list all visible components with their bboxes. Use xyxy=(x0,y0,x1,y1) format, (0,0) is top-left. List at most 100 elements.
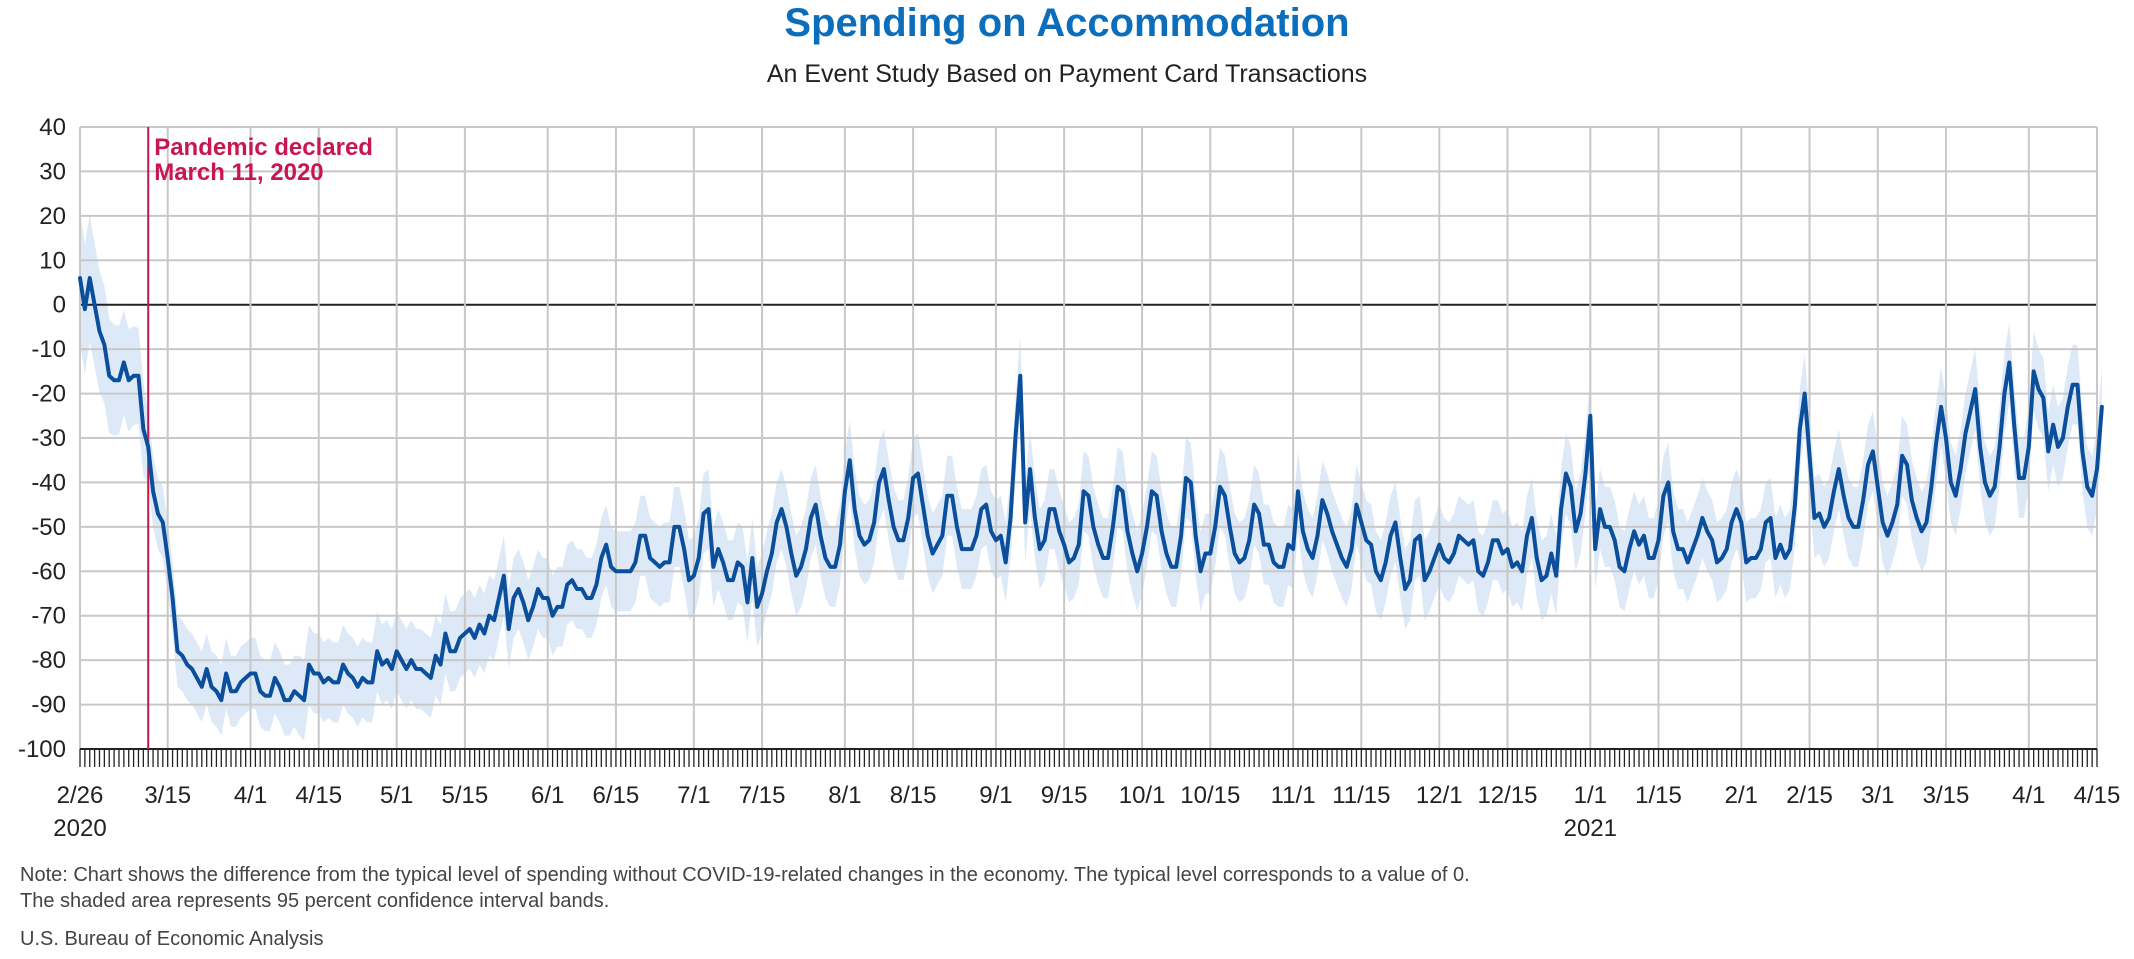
data-point xyxy=(459,636,462,639)
data-point xyxy=(210,685,213,688)
data-point xyxy=(751,556,754,559)
data-point xyxy=(590,596,593,599)
data-point xyxy=(702,512,705,515)
data-point xyxy=(843,490,846,493)
data-point xyxy=(463,632,466,635)
data-point xyxy=(1258,512,1261,515)
data-point xyxy=(532,605,535,608)
data-point xyxy=(439,663,442,666)
data-point xyxy=(1725,548,1728,551)
data-point xyxy=(673,525,676,528)
x-tick-label: 2/1 xyxy=(1725,782,1758,809)
data-point xyxy=(1720,556,1723,559)
data-point xyxy=(1569,485,1572,488)
data-point xyxy=(429,676,432,679)
data-point xyxy=(1072,556,1075,559)
data-point xyxy=(614,570,617,573)
x-tick-label: 10/1 xyxy=(1119,782,1166,809)
data-point xyxy=(1029,468,1032,471)
data-point xyxy=(79,277,82,280)
data-point xyxy=(1691,548,1694,551)
y-tick-label: -90 xyxy=(31,692,66,719)
data-point xyxy=(819,534,822,537)
line-chart: 40 30 20 10 0 -10 -20 -30 -40 -50 -60 -70 -80 -90 -100… xyxy=(18,114,2120,842)
y-tick-label: -20 xyxy=(31,381,66,408)
data-point xyxy=(254,672,257,675)
data-point xyxy=(1423,579,1426,582)
data-point xyxy=(1696,534,1699,537)
x-tick-label: 2/15 xyxy=(1786,782,1833,809)
data-point xyxy=(156,512,159,515)
data-point xyxy=(454,650,457,653)
data-point xyxy=(468,628,471,631)
data-point xyxy=(1993,485,1996,488)
x-tick-year-label: 2020 xyxy=(53,815,106,842)
y-tick-label: -50 xyxy=(31,514,66,541)
data-point xyxy=(1555,574,1558,577)
data-point xyxy=(848,459,851,462)
data-point xyxy=(1901,454,1904,457)
data-point xyxy=(1087,494,1090,497)
data-point xyxy=(610,565,613,568)
data-point xyxy=(1925,521,1928,524)
data-point xyxy=(1491,539,1494,542)
data-point xyxy=(2037,388,2040,391)
data-point xyxy=(234,690,237,693)
data-point xyxy=(1409,579,1412,582)
data-point xyxy=(1940,405,1943,408)
data-point xyxy=(1394,521,1397,524)
data-point xyxy=(1014,437,1017,440)
data-point xyxy=(215,690,218,693)
data-point xyxy=(634,561,637,564)
data-point xyxy=(1350,548,1353,551)
data-point xyxy=(2018,476,2021,479)
data-point xyxy=(303,699,306,702)
data-point xyxy=(200,685,203,688)
x-tick-label: 5/15 xyxy=(442,782,489,809)
data-point xyxy=(2057,445,2060,448)
data-point xyxy=(658,565,661,568)
data-point xyxy=(1774,556,1777,559)
data-point xyxy=(921,503,924,506)
data-point xyxy=(580,588,583,591)
data-point xyxy=(225,672,228,675)
data-point xyxy=(678,525,681,528)
data-point xyxy=(1750,556,1753,559)
data-point xyxy=(1579,512,1582,515)
data-point xyxy=(2100,405,2103,408)
data-point xyxy=(1876,485,1879,488)
data-point xyxy=(1983,481,1986,484)
data-point xyxy=(478,623,481,626)
data-point xyxy=(278,685,281,688)
data-point xyxy=(1321,499,1324,502)
data-point xyxy=(2022,476,2025,479)
x-tick-label: 8/1 xyxy=(828,782,861,809)
data-point xyxy=(1009,516,1012,519)
data-point xyxy=(1496,539,1499,542)
data-point xyxy=(688,579,691,582)
data-point xyxy=(975,534,978,537)
data-point xyxy=(132,374,135,377)
data-point xyxy=(1959,468,1962,471)
data-point xyxy=(1126,530,1129,533)
data-point xyxy=(1852,525,1855,528)
data-point xyxy=(507,628,510,631)
data-point xyxy=(1180,534,1183,537)
data-point xyxy=(244,676,247,679)
data-point xyxy=(1574,530,1577,533)
data-point xyxy=(1204,552,1207,555)
data-point xyxy=(1769,516,1772,519)
data-point xyxy=(1209,552,1212,555)
data-point xyxy=(259,690,262,693)
data-point xyxy=(736,561,739,564)
data-point xyxy=(410,659,413,662)
data-point xyxy=(605,543,608,546)
data-point xyxy=(1930,485,1933,488)
data-point xyxy=(1233,552,1236,555)
data-point xyxy=(307,663,310,666)
x-tick-label: 2/26 xyxy=(57,782,104,809)
data-point xyxy=(644,534,647,537)
data-point xyxy=(1272,561,1275,564)
data-point xyxy=(980,508,983,511)
data-point xyxy=(1686,561,1689,564)
